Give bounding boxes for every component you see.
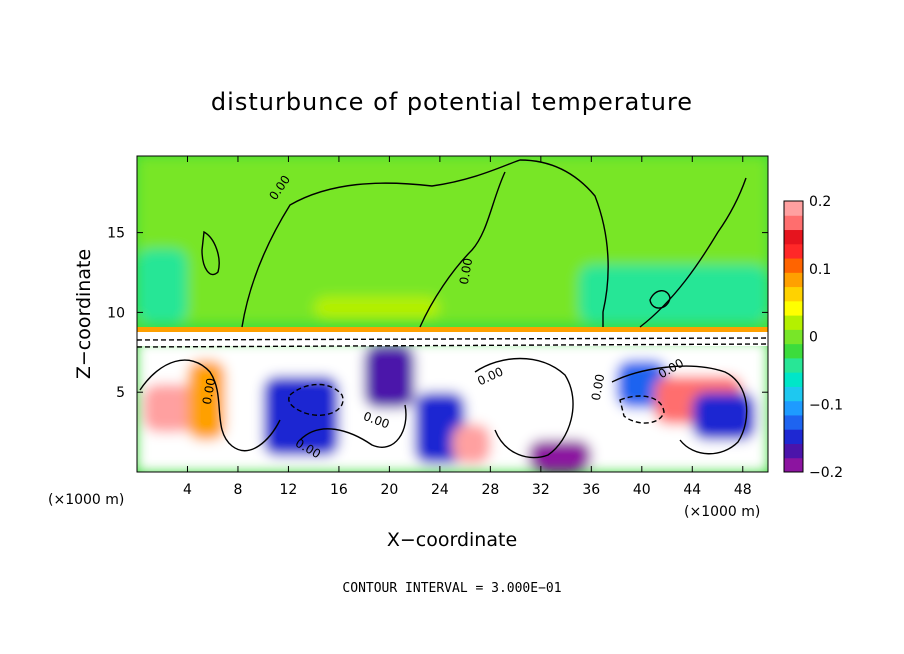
field-region-8 bbox=[364, 344, 415, 409]
colorbar-swatch-16 bbox=[784, 229, 803, 245]
contour-lower-c bbox=[474, 357, 574, 459]
contour-interval-note: CONTOUR INTERVAL = 3.000E−01 bbox=[342, 581, 561, 596]
x-unit-label-left: (×1000 m) bbox=[48, 492, 124, 508]
contour-loop-right bbox=[649, 290, 671, 309]
field-region-14 bbox=[692, 392, 756, 441]
x-tick-label-16: 16 bbox=[330, 482, 348, 498]
colorbar-tick-label-1: 0.1 bbox=[809, 262, 831, 278]
contour-zero-upper bbox=[241, 159, 609, 328]
colorbar-swatch-14 bbox=[784, 258, 803, 273]
contour-dashed-c bbox=[137, 337, 768, 341]
contour-lower-a bbox=[139, 359, 281, 452]
field-region-6 bbox=[187, 360, 226, 441]
colorbar-swatch-18 bbox=[784, 201, 803, 216]
colorbar-swatch-17 bbox=[784, 215, 803, 231]
x-tick-label-44: 44 bbox=[683, 482, 701, 498]
colorbar-swatch-15 bbox=[784, 243, 803, 259]
field-region-10 bbox=[452, 424, 491, 465]
y-axis: 5 10 15 bbox=[107, 226, 768, 401]
contour-zero-mid bbox=[419, 171, 506, 328]
plot-frame bbox=[136, 155, 769, 473]
contour-label-2: 0.00 bbox=[200, 377, 218, 406]
colorbar-swatch-11 bbox=[784, 300, 803, 316]
colorbar-tick-label-3: −0.1 bbox=[809, 397, 843, 413]
x-tick-label-12: 12 bbox=[280, 482, 298, 498]
colorbar-swatch-7 bbox=[784, 357, 803, 373]
field-region-2 bbox=[578, 264, 768, 324]
colorbar-swatch-0 bbox=[784, 457, 803, 473]
x-tick-label-36: 36 bbox=[582, 482, 600, 498]
y-tick-label-10: 10 bbox=[107, 305, 125, 321]
colorbar: 0.2 0.1 0 −0.1 −0.2 bbox=[784, 194, 843, 481]
contour-loop-left bbox=[201, 230, 220, 276]
colorbar-tick-label-4: −0.2 bbox=[809, 465, 843, 481]
contour-dashed-d bbox=[619, 395, 665, 424]
field-region-7 bbox=[263, 376, 339, 457]
contour-label-6: 0.00 bbox=[589, 373, 607, 402]
x-axis-label: X−coordinate bbox=[387, 529, 517, 551]
x-tick-label-20: 20 bbox=[380, 482, 398, 498]
colorbar-swatch-13 bbox=[784, 272, 803, 288]
colorbar-swatch-12 bbox=[784, 286, 803, 302]
colorbar-tick-label-0: 0.2 bbox=[809, 194, 831, 210]
colorbar-tick-label-2: 0 bbox=[809, 330, 818, 346]
colorbar-swatch-5 bbox=[784, 386, 803, 402]
x-tick-label-28: 28 bbox=[481, 482, 499, 498]
y-axis-label: Z−coordinate bbox=[73, 249, 95, 379]
x-tick-label-48: 48 bbox=[734, 482, 752, 498]
x-tick-label-8: 8 bbox=[233, 482, 242, 498]
chart-title: disturbunce of potential temperature bbox=[211, 88, 693, 116]
colorbar-swatch-8 bbox=[784, 343, 803, 359]
y-tick-label-15: 15 bbox=[107, 226, 125, 242]
tropopause-band bbox=[137, 327, 768, 332]
x-tick-label-32: 32 bbox=[532, 482, 550, 498]
colorbar-swatch-4 bbox=[784, 400, 803, 416]
contour-lines bbox=[137, 159, 768, 459]
contour-zero-right bbox=[639, 177, 747, 328]
y-tick-label-5: 5 bbox=[116, 385, 125, 401]
field-region-5 bbox=[143, 384, 194, 433]
x-tick-label-24: 24 bbox=[431, 482, 449, 498]
field-layer bbox=[137, 156, 768, 472]
x-axis: 4 8 12 16 20 24 28 32 36 40 44 48 bbox=[183, 156, 752, 498]
colorbar-swatch-10 bbox=[784, 315, 803, 330]
contour-dashed-a bbox=[288, 383, 344, 416]
x-tick-label-4: 4 bbox=[183, 482, 192, 498]
x-unit-label-right: (×1000 m) bbox=[684, 504, 760, 520]
colorbar-swatch-9 bbox=[784, 329, 803, 345]
field-region-11 bbox=[528, 440, 592, 472]
contour-label-1: 0.00 bbox=[457, 257, 475, 286]
colorbar-frame bbox=[783, 200, 804, 473]
field-region-1 bbox=[137, 248, 188, 324]
x-tick-label-40: 40 bbox=[633, 482, 651, 498]
contour-dashed-b bbox=[137, 343, 768, 348]
contour-lower-d bbox=[611, 365, 748, 455]
colorbar-swatch-1 bbox=[784, 443, 803, 459]
colorbar-swatch-2 bbox=[784, 429, 803, 444]
colorbar-swatch-6 bbox=[784, 372, 803, 387]
plot-area: 0.000.000.000.000.000.00 0.000.00 bbox=[137, 156, 768, 472]
contour-lower-b bbox=[299, 404, 407, 448]
field-region-3 bbox=[313, 296, 440, 319]
colorbar-swatch-3 bbox=[784, 414, 803, 430]
